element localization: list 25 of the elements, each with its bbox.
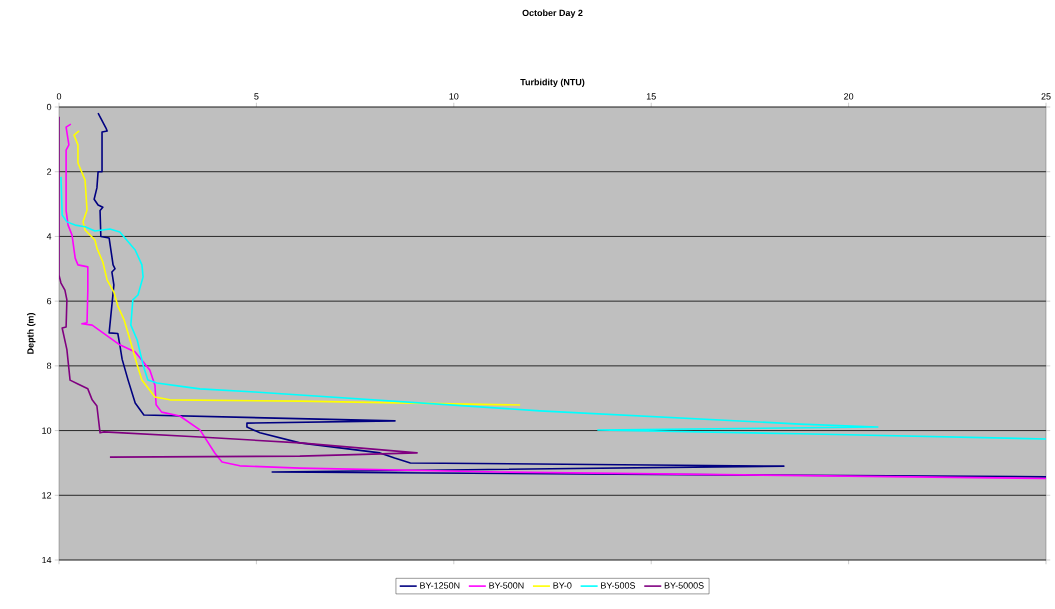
y-tick-label: 0 [46,103,52,111]
x-tick-label: 5 [254,93,259,100]
legend-label: BY-500N [489,582,524,589]
line-series [60,176,1047,440]
x-axis-title: Turbidity (NTU) [520,78,585,88]
line-series [73,130,521,406]
x-tick-label: 15 [646,93,656,100]
legend-label: BY-500S [601,582,636,589]
y-tick-label: 4 [46,233,52,240]
y-tick-label: 2 [47,168,52,175]
y-axis-title: Depth (m) [27,313,36,354]
line-series [59,115,418,458]
x-tick-label: 25 [1041,93,1051,100]
y-tick-label: 8 [46,362,52,370]
y-tick-label: 6 [47,297,52,305]
legend-label: BY-5000S [664,582,704,589]
legend-label: BY-0 [553,582,572,589]
legend-label: BY-1250N [420,582,460,589]
x-tick-label: 0 [56,93,62,100]
x-tick-label: 10 [449,93,459,100]
y-tick-label: 14 [42,556,52,564]
chart-title: October Day 2 [522,9,583,18]
x-tick-label: 20 [844,93,854,100]
y-tick-label: 12 [42,492,52,499]
y-tick-label: 10 [42,427,52,434]
